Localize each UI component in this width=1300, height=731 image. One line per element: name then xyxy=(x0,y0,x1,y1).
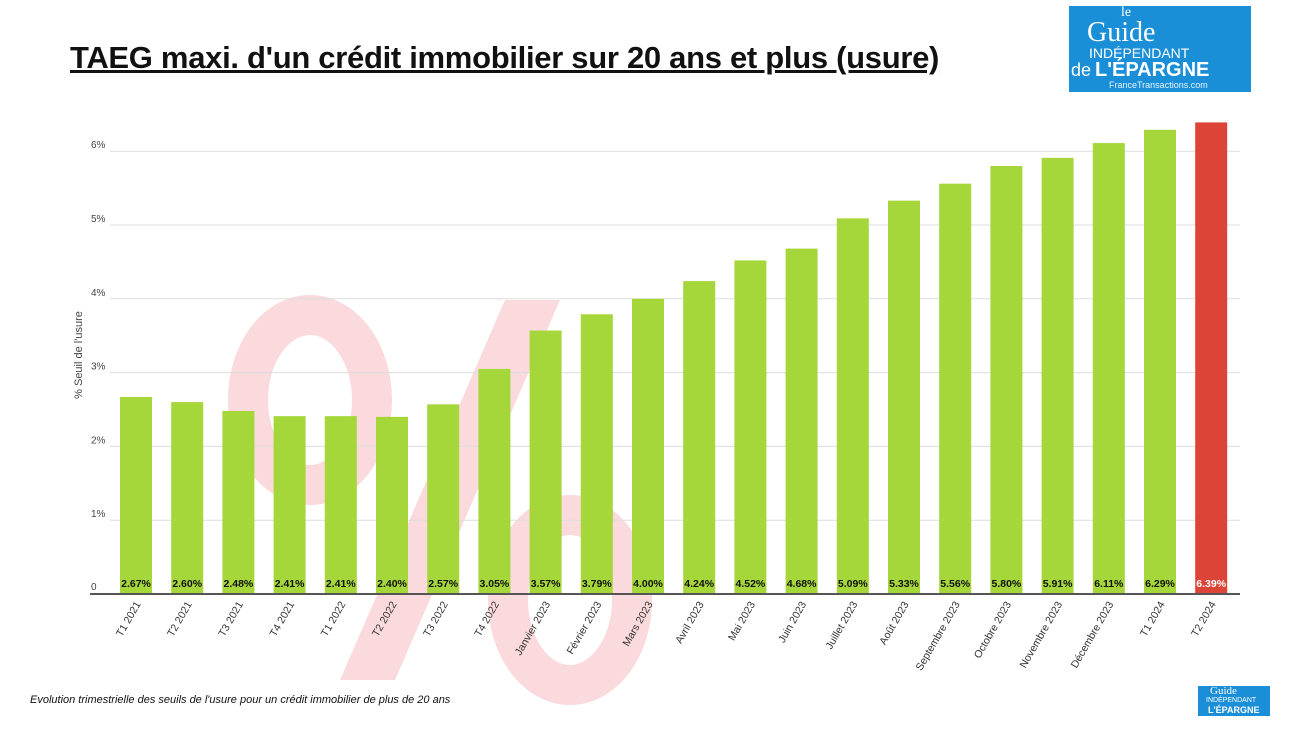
bar xyxy=(1092,143,1125,594)
bar xyxy=(632,298,664,594)
percent-watermark-bottom-ring xyxy=(488,495,652,705)
bar xyxy=(1041,157,1074,595)
x-tick-label: T4 2022 xyxy=(472,599,502,639)
x-tick-label: Décembre 2023 xyxy=(1069,599,1117,670)
x-tick-label: T2 2024 xyxy=(1189,599,1219,639)
data-label: 5.91% xyxy=(1043,578,1073,590)
x-tick-label: T1 2022 xyxy=(319,599,349,639)
bar xyxy=(683,281,716,594)
bar xyxy=(888,200,920,594)
logo-bottom-independant: INDÉPENDANT xyxy=(1206,697,1257,704)
bar xyxy=(324,416,357,594)
data-label: 2.41% xyxy=(275,578,305,590)
x-tick-label: Juin 2023 xyxy=(776,599,809,645)
x-tick-label: Février 2023 xyxy=(565,599,605,656)
x-tick-label: Août 2023 xyxy=(877,599,911,647)
data-label: 2.48% xyxy=(224,578,254,590)
bar xyxy=(427,404,460,594)
bar xyxy=(529,330,562,594)
percent-watermark-top-ring xyxy=(228,295,392,505)
data-label: 6.11% xyxy=(1094,578,1124,590)
bar xyxy=(580,314,613,594)
y-tick-label: 2% xyxy=(91,435,106,446)
bar xyxy=(836,218,869,594)
x-tick-label: T2 2022 xyxy=(370,599,400,639)
data-label: 3.57% xyxy=(531,578,561,590)
x-tick-label: T1 2024 xyxy=(1138,599,1168,639)
x-tick-label: Septembre 2023 xyxy=(914,599,963,672)
data-label: 2.41% xyxy=(326,578,356,590)
bar xyxy=(273,416,306,594)
x-tick-label: T3 2021 xyxy=(216,599,246,639)
data-label: 2.57% xyxy=(428,578,458,590)
data-label: 5.09% xyxy=(838,578,868,590)
data-label: 6.29% xyxy=(1145,578,1175,590)
bar xyxy=(990,165,1023,594)
data-label: 5.80% xyxy=(992,578,1022,590)
y-axis-label: % Seuil de l'usure xyxy=(73,311,85,399)
x-tick-label: Juillet 2023 xyxy=(823,599,860,651)
bar xyxy=(120,396,152,594)
x-tick-label: T4 2021 xyxy=(268,599,298,639)
data-label: 4.24% xyxy=(684,578,714,590)
x-tick-label: T2 2021 xyxy=(165,599,195,639)
data-label: 3.05% xyxy=(480,578,510,590)
x-tick-label: Novembre 2023 xyxy=(1017,599,1065,670)
data-label: 6.39% xyxy=(1196,578,1226,590)
x-tick-label: Avril 2023 xyxy=(673,599,707,645)
y-tick-label: 5% xyxy=(91,214,106,225)
data-label: 5.33% xyxy=(889,578,919,590)
x-tick-label: T3 2022 xyxy=(421,599,451,639)
logo-le: le xyxy=(1121,6,1132,20)
data-label: 3.79% xyxy=(582,578,612,590)
x-tick-label: Octobre 2023 xyxy=(972,599,1014,660)
footer-caption: Evolution trimestrielle des seuils de l'… xyxy=(30,694,451,706)
y-tick-label: 1% xyxy=(91,509,106,520)
data-label: 5.56% xyxy=(940,578,970,590)
logo-guide: Guide xyxy=(1087,17,1156,48)
y-tick-label: 3% xyxy=(91,362,106,373)
x-tick-label: Mai 2023 xyxy=(726,599,758,643)
bar xyxy=(734,260,767,594)
data-label: 4.68% xyxy=(787,578,817,590)
bar xyxy=(222,410,255,594)
logo-de: de xyxy=(1071,60,1092,80)
data-label: 4.00% xyxy=(633,578,663,590)
logo-top: le Guide INDÉPENDANT de L'ÉPARGNE France… xyxy=(1069,6,1251,92)
bar xyxy=(376,416,408,594)
x-tick-label: T1 2021 xyxy=(114,599,144,639)
data-label: 2.40% xyxy=(377,578,407,590)
page-title: TAEG maxi. d'un crédit immobilier sur 20… xyxy=(70,40,940,75)
data-label: 2.60% xyxy=(172,578,202,590)
bar xyxy=(1195,122,1228,594)
logo-independant: INDÉPENDANT xyxy=(1089,45,1190,61)
y-tick-label: 6% xyxy=(91,140,106,151)
logo-bottom: Guide INDÉPENDANT L'ÉPARGNE xyxy=(1198,686,1270,716)
logo-partner: FranceTransactions.com xyxy=(1109,80,1208,90)
bar xyxy=(1144,129,1176,594)
y-tick-label: 0 xyxy=(91,582,97,593)
bar xyxy=(171,402,204,594)
bar xyxy=(939,183,972,594)
data-label: 4.52% xyxy=(736,578,766,590)
x-tick-label: Janvier 2023 xyxy=(513,599,554,657)
bar xyxy=(785,248,818,594)
logo-epargne: L'ÉPARGNE xyxy=(1095,59,1210,81)
logo-bottom-guide: Guide xyxy=(1210,686,1237,697)
logo-bottom-epargne: L'ÉPARGNE xyxy=(1208,705,1260,715)
data-label: 2.67% xyxy=(121,578,151,590)
x-tick-label: Mars 2023 xyxy=(620,599,655,648)
y-tick-label: 4% xyxy=(91,288,106,299)
bar xyxy=(478,368,511,594)
